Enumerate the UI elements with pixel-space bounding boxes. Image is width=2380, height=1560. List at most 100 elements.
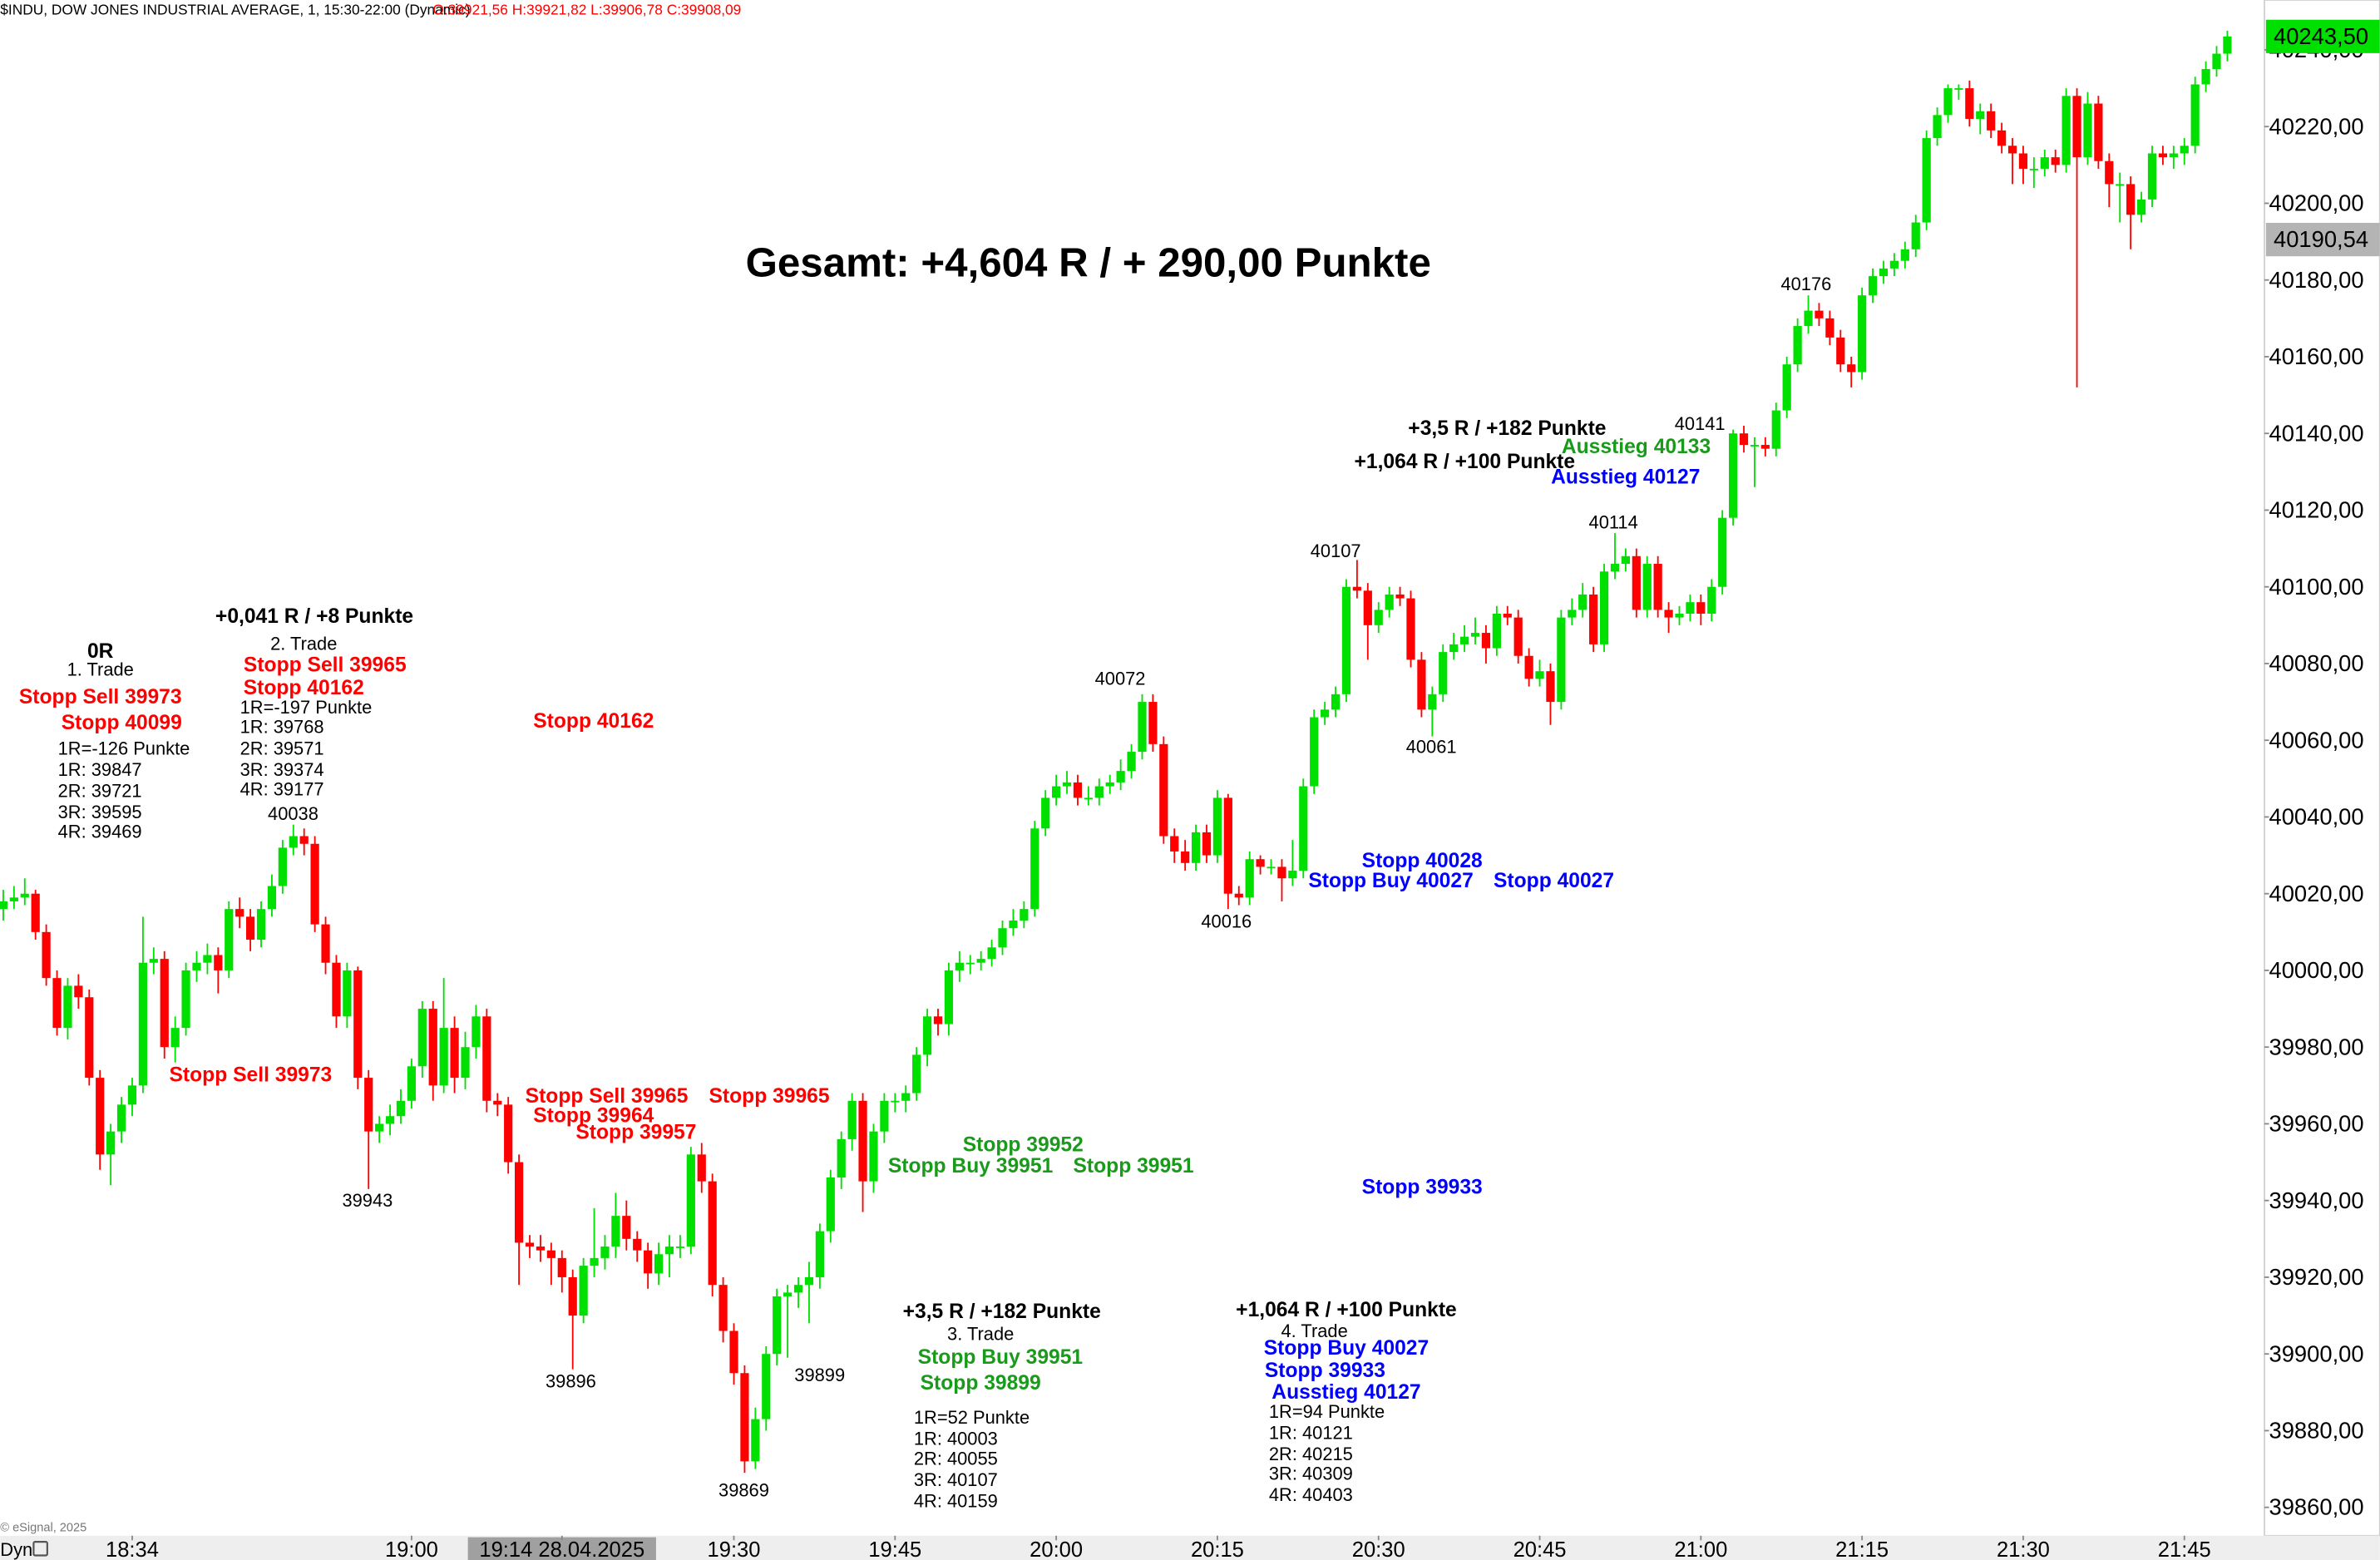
candle-body bbox=[793, 1285, 803, 1293]
candle-body bbox=[1223, 797, 1232, 894]
candle-body bbox=[1933, 115, 1942, 139]
y-tick-label: 40100,00 bbox=[2269, 574, 2364, 600]
annotation: 1R=-197 Punkte bbox=[240, 697, 373, 718]
candle-body bbox=[2126, 184, 2136, 215]
candle-body bbox=[396, 1100, 406, 1117]
annotation: 39899 bbox=[794, 1365, 845, 1385]
candle-body bbox=[1341, 586, 1351, 694]
candle-body bbox=[1428, 694, 1437, 710]
candle-body bbox=[1299, 786, 1308, 871]
mode-label: Dyn bbox=[0, 1539, 32, 1560]
candle-body bbox=[901, 1093, 911, 1101]
annotation: +1,064 R / +100 Punkte bbox=[1355, 451, 1576, 473]
candle-body bbox=[267, 886, 277, 910]
candle-body bbox=[729, 1330, 738, 1374]
y-tick-label: 39960,00 bbox=[2269, 1111, 2364, 1137]
annotation: 1R: 40121 bbox=[1269, 1422, 1353, 1443]
candle-body bbox=[160, 959, 169, 1048]
annotation: 1R: 39768 bbox=[240, 717, 324, 738]
annotation: 4R: 40403 bbox=[1269, 1484, 1353, 1505]
annotation: 39896 bbox=[546, 1370, 596, 1391]
candle-body bbox=[85, 997, 94, 1079]
candle-body bbox=[2201, 69, 2210, 85]
annotation: Ausstieg 40133 bbox=[1562, 436, 1711, 458]
candle-body bbox=[622, 1216, 631, 1239]
candle-body bbox=[1686, 602, 1695, 614]
candle-body bbox=[96, 1078, 105, 1155]
annotation: Stopp 40027 bbox=[1494, 870, 1614, 892]
candle-body bbox=[1675, 613, 1684, 618]
candle-body bbox=[1546, 671, 1555, 703]
candle-body bbox=[1728, 433, 1738, 518]
candle-body bbox=[1804, 310, 1813, 327]
annotation: Stopp Sell 39973 bbox=[170, 1064, 333, 1086]
candle-body bbox=[762, 1354, 771, 1419]
price-marker-label: 40190,54 bbox=[2274, 226, 2368, 252]
candle-body bbox=[976, 959, 985, 963]
candle-body bbox=[664, 1247, 674, 1255]
candle-body bbox=[1492, 613, 1501, 649]
candle-body bbox=[1718, 517, 1727, 587]
candle-body bbox=[1267, 866, 1276, 869]
candle-body bbox=[987, 947, 996, 960]
candle-body bbox=[1030, 828, 1039, 910]
candle-body bbox=[1621, 555, 1631, 565]
annotation: Stopp Sell 39965 bbox=[526, 1085, 689, 1108]
x-tick-label: 21:45 bbox=[2158, 1538, 2211, 1560]
candle-body bbox=[63, 985, 72, 1029]
chart-title: Gesamt: +4,604 R / + 290,00 Punkte bbox=[746, 239, 1431, 285]
annotation: Stopp 39965 bbox=[709, 1085, 830, 1108]
candle-body bbox=[332, 962, 341, 1017]
candle-body bbox=[1922, 138, 1931, 223]
candle-body bbox=[181, 970, 190, 1029]
x-axis-panel bbox=[0, 1535, 2380, 1560]
annotation: 1R=52 Punkte bbox=[914, 1407, 1030, 1428]
candle-body bbox=[74, 985, 83, 998]
annotation: 2R: 40055 bbox=[914, 1448, 998, 1469]
candle-body bbox=[933, 1016, 943, 1024]
candle-body bbox=[385, 1116, 395, 1124]
candle-body bbox=[1363, 590, 1372, 625]
candle-body bbox=[880, 1100, 889, 1132]
candle-body bbox=[364, 1078, 373, 1132]
candle-body bbox=[1987, 111, 1996, 131]
annotation: Stopp 40162 bbox=[533, 710, 654, 733]
candle-body bbox=[525, 1242, 535, 1247]
candle-body bbox=[1052, 786, 1061, 798]
candle-body bbox=[321, 924, 330, 963]
x-tick-label: 20:45 bbox=[1513, 1538, 1567, 1560]
candle-body bbox=[1277, 866, 1286, 879]
annotation: Stopp 39899 bbox=[921, 1372, 1041, 1395]
candle-body bbox=[1159, 743, 1168, 837]
candle-body bbox=[557, 1257, 566, 1277]
candle-body bbox=[568, 1276, 577, 1316]
y-tick-label: 40180,00 bbox=[2269, 267, 2364, 293]
candle-body bbox=[353, 970, 363, 1079]
candle-body bbox=[1148, 702, 1158, 744]
lock-icon[interactable] bbox=[32, 1541, 48, 1557]
candle-body bbox=[0, 901, 8, 910]
candle-body bbox=[42, 931, 51, 979]
annotation: 4. Trade bbox=[1281, 1321, 1348, 1341]
price-marker bbox=[2265, 19, 2380, 53]
candle-body bbox=[1997, 130, 2007, 146]
candle-body bbox=[912, 1054, 921, 1093]
candle-body bbox=[1524, 655, 1533, 679]
candle-body bbox=[52, 978, 62, 1029]
candle-body bbox=[1858, 295, 1867, 373]
candle-body bbox=[1094, 786, 1104, 798]
x-tick-label: 19:30 bbox=[708, 1538, 761, 1560]
y-tick-label: 40200,00 bbox=[2269, 190, 2364, 216]
candle-body bbox=[891, 1100, 900, 1103]
candle-body bbox=[1793, 326, 1802, 365]
candle-body bbox=[1889, 260, 1899, 269]
candle-body bbox=[1127, 752, 1136, 772]
candle-body bbox=[955, 962, 964, 970]
candle-body bbox=[1911, 222, 1920, 249]
x-tick-label: 20:00 bbox=[1030, 1538, 1083, 1560]
candle-body bbox=[826, 1177, 835, 1232]
candle-body bbox=[1771, 410, 1780, 449]
candle-body bbox=[1020, 909, 1029, 921]
candle-body bbox=[708, 1181, 717, 1286]
